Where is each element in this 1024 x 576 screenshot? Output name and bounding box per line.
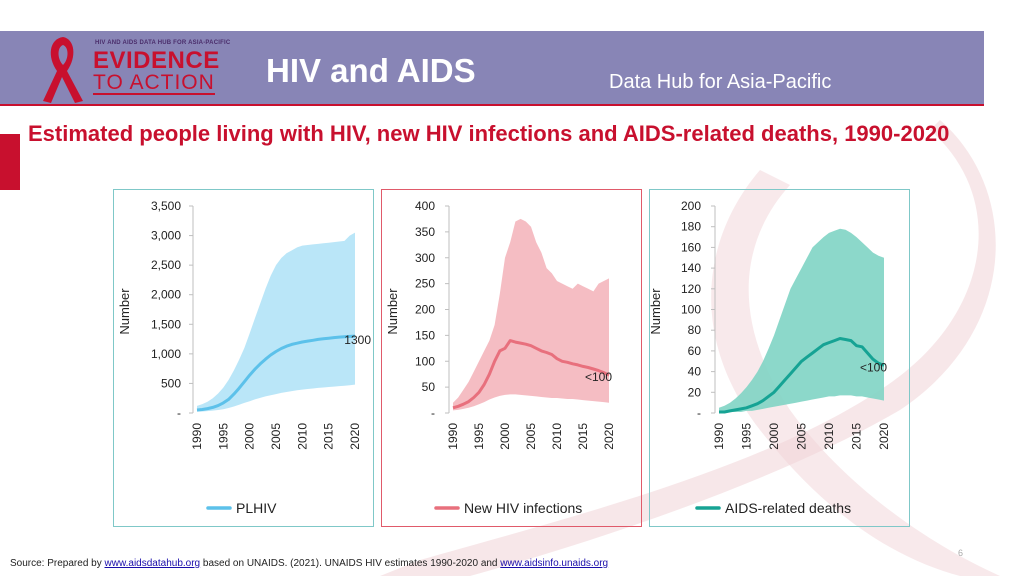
y-tick-label: 3,500 xyxy=(151,199,181,213)
chart-svg-1: - 50 100 150 200 250 300 350 400 Number 1990 1995 20… xyxy=(381,189,642,527)
footer-prefix: Source: Prepared by xyxy=(10,558,105,569)
y-tick-label: 40 xyxy=(688,365,702,379)
y-tick-label: 120 xyxy=(681,282,701,296)
x-tick-label: 1995 xyxy=(216,423,230,450)
series-line xyxy=(452,339,610,410)
chart-border xyxy=(113,189,374,527)
y-tick-label: - xyxy=(177,406,181,420)
x-tick-label: 1995 xyxy=(472,423,486,450)
series-line xyxy=(719,337,885,414)
x-tick-label: 2010 xyxy=(822,423,836,450)
y-tick-label: 100 xyxy=(681,303,701,317)
y-axis-label: Number xyxy=(385,288,400,335)
y-tick-label: 1,000 xyxy=(151,347,181,361)
y-tick-label: 140 xyxy=(681,261,701,275)
legend-label: PLHIV xyxy=(236,500,277,516)
y-tick-label: 250 xyxy=(415,277,435,291)
y-tick-label: 2,000 xyxy=(151,288,181,302)
page-heading: Estimated people living with HIV, new HI… xyxy=(28,121,950,146)
red-ribbon-icon xyxy=(43,37,83,103)
chart-panel-aids-deaths: - 20 40 60 80 100 120 140 160 180 200 Number 1990 199… xyxy=(649,189,910,527)
x-tick-label: 2015 xyxy=(576,423,590,450)
header-subtitle: Data Hub for Asia-Pacific xyxy=(609,71,832,93)
series-line xyxy=(196,334,356,412)
y-tick-label: 20 xyxy=(688,385,702,399)
footer-middle: based on UNAIDS. (2021). UNAIDS HIV esti… xyxy=(200,558,501,569)
x-tick-label: 1995 xyxy=(740,423,754,450)
y-tick-label: 160 xyxy=(681,240,701,254)
y-tick-label: 60 xyxy=(688,344,702,358)
uncertainty-band xyxy=(719,228,884,413)
x-tick-label: 2020 xyxy=(602,423,616,450)
chart-svg-2: - 20 40 60 80 100 120 140 160 180 200 Number 1990 199… xyxy=(649,189,910,527)
logo-tagline: HIV AND AIDS DATA HUB FOR ASIA-PACIFIC xyxy=(95,40,231,46)
y-tick-label: 500 xyxy=(161,376,181,390)
y-tick-label: 2,500 xyxy=(151,258,181,272)
x-tick-label: 2010 xyxy=(550,423,564,450)
legend-label: New HIV infections xyxy=(464,500,582,516)
y-tick-label: 1,500 xyxy=(151,317,181,331)
legend-label: AIDS-related deaths xyxy=(725,500,851,516)
y-axis-label: Number xyxy=(649,288,663,335)
footer-link-aidsdatahub[interactable]: www.aidsdatahub.org xyxy=(104,558,201,569)
chart-border xyxy=(649,189,910,527)
logo: HIV AND AIDS DATA HUB FOR ASIA-PACIFIC E… xyxy=(40,31,250,104)
source-footer: Source: Prepared by www.aidsdatahub.org … xyxy=(10,558,608,569)
y-tick-label: 200 xyxy=(681,199,701,213)
y-tick-label: 80 xyxy=(688,323,702,337)
y-tick-label: 180 xyxy=(681,220,701,234)
y-tick-label: 200 xyxy=(415,303,435,317)
uncertainty-band xyxy=(197,232,355,412)
x-tick-label: 2000 xyxy=(243,423,257,450)
x-tick-label: 2005 xyxy=(269,423,283,450)
chart-panel-plhiv: - 500 1,000 1,500 2,000 2,500 3,000 3,500 Number… xyxy=(113,189,374,527)
header-bar: HIV AND AIDS DATA HUB FOR ASIA-PACIFIC E… xyxy=(0,31,984,106)
y-tick-label: 50 xyxy=(422,380,436,394)
x-tick-label: 1990 xyxy=(712,423,726,450)
x-tick-label: 2000 xyxy=(767,423,781,450)
y-tick-label: 300 xyxy=(415,251,435,265)
y-tick-label: - xyxy=(697,406,701,420)
x-tick-label: 2020 xyxy=(348,423,362,450)
logo-line1: EVIDENCE xyxy=(93,47,220,74)
x-tick-label: 2005 xyxy=(524,423,538,450)
x-tick-label: 2020 xyxy=(877,423,891,450)
end-value-annotation: <100 xyxy=(860,360,887,374)
header-title: HIV and AIDS xyxy=(266,52,476,89)
y-tick-label: 3,000 xyxy=(151,229,181,243)
logo-line2: TO ACTION xyxy=(93,71,215,95)
x-tick-label: 2010 xyxy=(295,423,309,450)
heading-accent-bar xyxy=(0,134,20,190)
end-value-annotation: 1300 xyxy=(344,333,371,347)
x-tick-label: 2015 xyxy=(322,423,336,450)
footer-link-aidsinfo[interactable]: www.aidsinfo.unaids.org xyxy=(500,558,609,569)
y-tick-label: - xyxy=(431,406,435,420)
x-tick-label: 2000 xyxy=(498,423,512,450)
y-tick-label: 150 xyxy=(415,328,435,342)
y-tick-label: 400 xyxy=(415,199,435,213)
x-tick-label: 2015 xyxy=(850,423,864,450)
y-tick-label: 350 xyxy=(415,225,435,239)
chart-panel-new-infections: - 50 100 150 200 250 300 350 400 Number 1990 1995 20… xyxy=(381,189,642,527)
end-value-annotation: <100 xyxy=(585,370,612,384)
chart-border xyxy=(381,189,642,527)
page-number: 6 xyxy=(958,548,964,558)
chart-svg-0: - 500 1,000 1,500 2,000 2,500 3,000 3,500 Number… xyxy=(113,189,374,527)
x-tick-label: 2005 xyxy=(795,423,809,450)
x-tick-label: 1990 xyxy=(446,423,460,450)
y-tick-label: 100 xyxy=(415,354,435,368)
x-tick-label: 1990 xyxy=(190,423,204,450)
y-axis-label: Number xyxy=(117,288,132,335)
